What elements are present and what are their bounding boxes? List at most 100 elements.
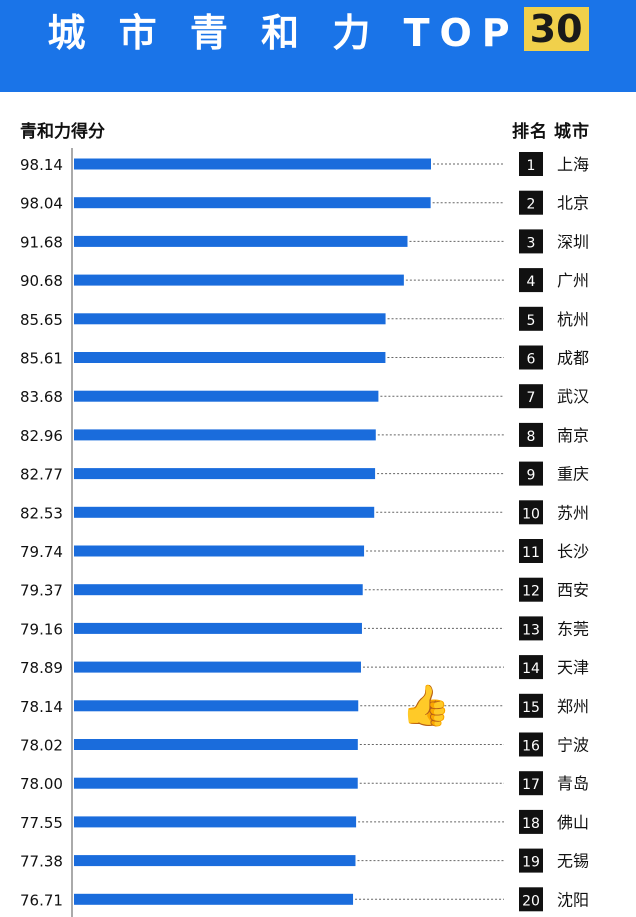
value-label: 82.53 bbox=[20, 504, 63, 522]
bar bbox=[74, 197, 431, 209]
page-title-text: 城 市 青 和 力 TOP bbox=[47, 10, 520, 55]
rank-header: 排名 bbox=[512, 122, 548, 142]
rank-badge bbox=[519, 693, 543, 718]
rank-badge bbox=[519, 577, 543, 602]
rank-label: 16 bbox=[522, 739, 540, 755]
city-header: 城市 bbox=[554, 122, 590, 142]
bar bbox=[74, 700, 359, 712]
bar bbox=[74, 622, 362, 634]
city-label: 佛山 bbox=[557, 813, 589, 832]
rank-label: 4 bbox=[527, 274, 536, 290]
value-label: 90.68 bbox=[20, 272, 63, 290]
city-label: 深圳 bbox=[557, 232, 589, 251]
value-label: 83.68 bbox=[20, 388, 63, 406]
city-label: 宁波 bbox=[557, 736, 589, 755]
city-label: 沈阳 bbox=[557, 890, 589, 909]
rank-label: 14 bbox=[522, 661, 540, 677]
rank-label: 17 bbox=[522, 777, 540, 793]
rank-badge bbox=[519, 229, 543, 254]
bar bbox=[74, 816, 357, 828]
bar bbox=[74, 739, 358, 750]
rank-badge bbox=[519, 539, 543, 563]
bar bbox=[74, 352, 386, 363]
page-title-highlight: 30 bbox=[523, 7, 589, 51]
rank-badge bbox=[519, 887, 543, 912]
city-label: 西安 bbox=[557, 581, 589, 600]
value-label: 78.02 bbox=[20, 737, 63, 755]
rank-label: 13 bbox=[522, 622, 540, 638]
rank-badge bbox=[519, 152, 543, 176]
value-label: 76.71 bbox=[20, 891, 63, 909]
bar bbox=[74, 390, 379, 402]
bar bbox=[74, 274, 404, 286]
rank-badge bbox=[519, 809, 543, 834]
city-label: 无锡 bbox=[557, 852, 589, 871]
value-label: 79.74 bbox=[20, 543, 63, 561]
rank-label: 19 bbox=[522, 855, 540, 871]
rank-label: 20 bbox=[522, 893, 540, 909]
rank-label: 15 bbox=[522, 700, 540, 716]
rank-badge bbox=[519, 500, 543, 525]
bar bbox=[74, 429, 376, 441]
value-label: 98.04 bbox=[20, 195, 63, 213]
city-label: 上海 bbox=[557, 155, 589, 174]
bar bbox=[74, 777, 358, 789]
city-label: 长沙 bbox=[557, 542, 589, 561]
city-label: 杭州 bbox=[557, 310, 589, 329]
value-label: 78.00 bbox=[20, 775, 63, 793]
value-label: 79.16 bbox=[20, 620, 63, 638]
city-label: 北京 bbox=[557, 194, 589, 213]
page-title: 城 市 青 和 力 TOP 30 bbox=[0, 0, 636, 92]
rank-label: 8 bbox=[527, 429, 536, 445]
rank-badge bbox=[519, 422, 543, 447]
bar bbox=[74, 235, 408, 247]
rank-label: 2 bbox=[527, 197, 536, 213]
rank-badge bbox=[519, 461, 543, 486]
rank-label: 12 bbox=[522, 584, 540, 600]
rank-label: 1 bbox=[527, 158, 536, 174]
thumbs-up-icon: 👍 bbox=[401, 683, 451, 729]
city-label: 东莞 bbox=[557, 619, 589, 638]
rank-label: 3 bbox=[527, 235, 536, 251]
city-label: 天津 bbox=[557, 658, 589, 677]
value-label: 91.68 bbox=[20, 233, 63, 251]
city-label: 南京 bbox=[557, 426, 589, 445]
rank-badge bbox=[519, 384, 543, 409]
city-label: 苏州 bbox=[557, 503, 589, 522]
city-label: 青岛 bbox=[557, 774, 589, 793]
bar bbox=[74, 506, 375, 518]
bar bbox=[74, 584, 363, 596]
rank-label: 11 bbox=[522, 545, 540, 561]
value-label: 78.14 bbox=[20, 698, 63, 716]
rank-badge bbox=[519, 306, 543, 331]
bar bbox=[74, 468, 376, 480]
value-label: 77.55 bbox=[20, 814, 63, 832]
value-label: 85.65 bbox=[20, 311, 63, 329]
rank-badge bbox=[519, 616, 543, 641]
rank-label: 10 bbox=[522, 506, 540, 522]
bar bbox=[74, 893, 354, 905]
rank-badge bbox=[519, 732, 543, 757]
rank-city-header: 排名 城市 bbox=[512, 117, 590, 142]
rank-badge bbox=[519, 268, 543, 293]
value-label: 82.77 bbox=[20, 466, 63, 484]
city-label: 重庆 bbox=[557, 465, 589, 484]
value-label: 78.89 bbox=[20, 659, 63, 677]
value-label: 79.37 bbox=[20, 582, 63, 600]
city-label: 武汉 bbox=[557, 387, 589, 406]
rank-label: 9 bbox=[527, 468, 536, 484]
bar bbox=[74, 545, 365, 557]
bar bbox=[74, 855, 356, 867]
rank-badge bbox=[519, 190, 543, 215]
bar bbox=[74, 661, 361, 673]
rank-label: 18 bbox=[522, 816, 540, 832]
city-label: 成都 bbox=[557, 349, 589, 368]
rank-badge bbox=[519, 655, 543, 680]
rank-label: 5 bbox=[527, 313, 536, 329]
rank-badge bbox=[519, 771, 543, 796]
city-label: 郑州 bbox=[557, 697, 589, 716]
rank-label: 7 bbox=[527, 390, 536, 406]
bar bbox=[74, 158, 431, 170]
value-label: 77.38 bbox=[20, 853, 63, 871]
